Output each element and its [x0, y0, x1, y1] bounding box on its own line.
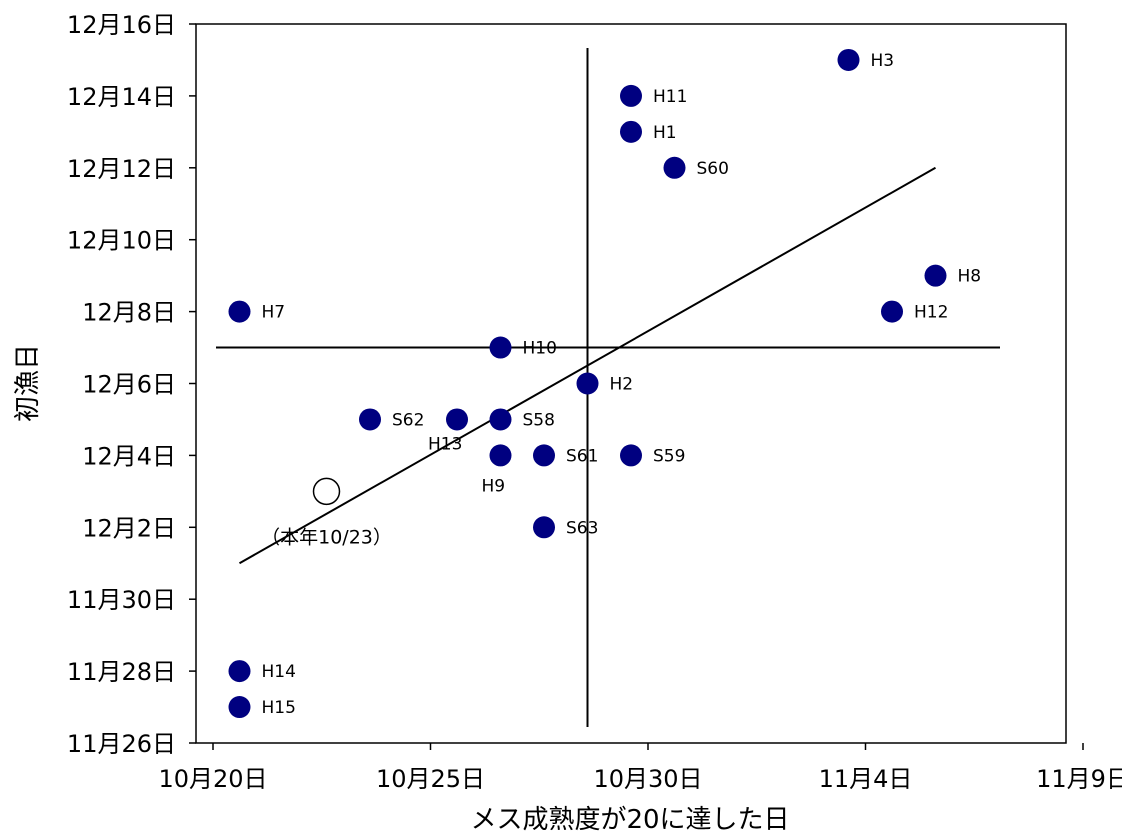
data-point-label: H12 — [914, 303, 948, 323]
data-point-label: S60 — [697, 159, 729, 179]
data-point — [663, 156, 686, 179]
y-axis: 11月26日 11月28日 11月30日 12月2日 12月4日 12月6日 12月8日 12… — [67, 11, 196, 758]
data-point-label: H10 — [523, 339, 557, 359]
data-point — [533, 444, 555, 467]
data-point-label: H13 — [428, 434, 462, 454]
data-point-label: S59 — [653, 446, 685, 466]
data-point-label: S62 — [392, 410, 424, 430]
data-point-label: H7 — [262, 303, 286, 323]
data-point — [881, 300, 903, 323]
current-year-marker — [312, 477, 341, 506]
data-point — [533, 516, 555, 539]
data-point — [446, 408, 468, 431]
data-point-label: H9 — [482, 476, 506, 496]
y-tick-label: 12月4日 — [82, 442, 176, 470]
data-point — [620, 84, 642, 107]
data-point-label: S63 — [566, 518, 598, 538]
data-point — [359, 408, 381, 431]
y-tick-label: 12月12日 — [67, 155, 176, 183]
data-point — [924, 264, 947, 287]
y-tick-label: 12月16日 — [67, 11, 176, 39]
data-point-label: S58 — [523, 410, 555, 430]
y-tick-label: 11月26日 — [67, 730, 176, 758]
x-tick-label: 11月4日 — [819, 765, 913, 793]
data-point-label: H8 — [958, 267, 982, 287]
data-point-label: H11 — [653, 87, 687, 107]
x-tick-label: 11月9日 — [1036, 765, 1122, 793]
data-point-label: H1 — [653, 123, 677, 143]
x-tick-label: 10月20日 — [158, 765, 267, 793]
x-axis: 10月20日 10月25日 10月30日 11月4日 11月9日 — [158, 743, 1122, 793]
y-tick-label: 12月14日 — [67, 83, 176, 111]
data-points — [228, 48, 947, 719]
data-point — [620, 120, 642, 143]
data-point — [837, 48, 860, 71]
y-tick-label: 11月28日 — [67, 658, 176, 686]
x-tick-label: 10月30日 — [593, 765, 702, 793]
data-point-label: H2 — [610, 375, 634, 395]
data-point — [489, 336, 512, 359]
data-point-label: S61 — [566, 446, 598, 466]
data-point-label: H3 — [871, 51, 895, 71]
regression-line — [239, 166, 936, 565]
y-tick-label: 12月10日 — [67, 227, 176, 255]
data-point — [228, 300, 251, 323]
data-point-label: H14 — [262, 662, 296, 682]
plot-area — [195, 23, 1067, 744]
y-tick-label: 11月30日 — [67, 586, 176, 614]
data-point — [489, 444, 512, 467]
x-tick-label: 10月25日 — [376, 765, 485, 793]
x-axis-title: メス成熟度が20に達した日 — [470, 805, 789, 835]
current-year-label: （本年10/23） — [261, 526, 392, 548]
y-tick-label: 12月6日 — [82, 371, 176, 399]
data-point — [489, 408, 512, 431]
y-axis-title: 初漁日 — [13, 344, 43, 422]
data-point — [576, 372, 599, 395]
y-tick-label: 12月8日 — [82, 299, 176, 327]
current-year-marker-group: （本年10/23） — [261, 477, 392, 548]
data-point — [620, 444, 642, 467]
y-tick-label: 12月2日 — [82, 514, 176, 542]
data-point-label: H15 — [262, 698, 296, 718]
data-point — [228, 660, 251, 683]
data-point — [228, 696, 251, 719]
